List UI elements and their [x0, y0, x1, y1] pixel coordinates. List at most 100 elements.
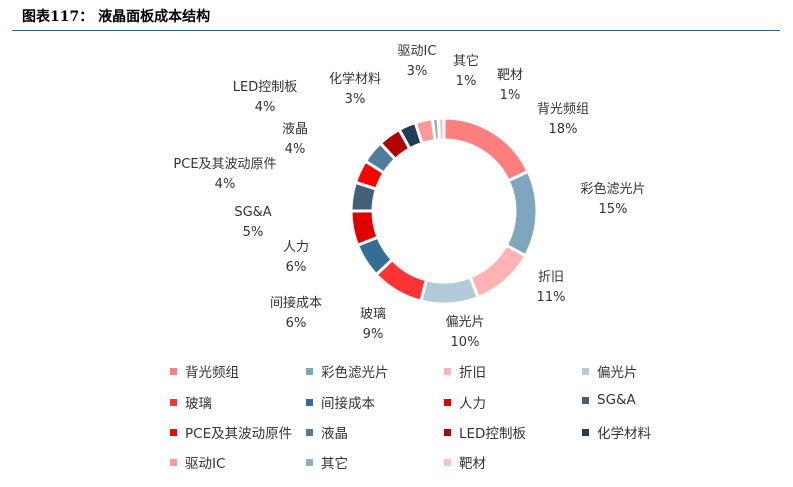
data-label: PCE及其波动原件 4% — [173, 155, 276, 195]
legend-swatch — [170, 458, 177, 466]
data-label-value: 6% — [285, 316, 307, 331]
data-label: 靶材 1% — [497, 66, 523, 106]
legend-label: PCE及其波动原件 — [185, 426, 293, 442]
data-label: SG&A 5% — [234, 203, 271, 243]
legend-swatch — [444, 398, 451, 406]
legend-item: 背光频组 — [170, 361, 239, 381]
legend-label: 液晶 — [321, 426, 348, 442]
legend-item: 化学材料 — [582, 422, 651, 442]
legend-item: 间接成本 — [306, 392, 375, 412]
data-label: LED控制板 4% — [233, 78, 297, 118]
legend-item: 靶材 — [444, 452, 486, 472]
data-label-name: 玻璃 — [359, 307, 387, 322]
legend-swatch — [444, 428, 451, 436]
data-label-value: 3% — [344, 92, 366, 107]
data-label-name: 人力 — [282, 240, 310, 255]
data-label-name: PCE及其波动原件 — [173, 157, 277, 172]
data-label: 背光频组 18% — [537, 100, 589, 140]
data-label: 驱动IC 3% — [398, 42, 437, 82]
data-label-value: 11% — [536, 290, 566, 305]
data-label-value: 6% — [285, 260, 307, 275]
data-label: 间接成本 6% — [270, 294, 322, 334]
legend-item: 液晶 — [306, 422, 348, 442]
legend-item: 玻璃 — [170, 392, 212, 412]
donut-slice-1 — [504, 169, 539, 258]
legend-label: 彩色滤光片 — [321, 365, 389, 381]
legend-swatch — [170, 367, 177, 375]
legend-label: SG&A — [597, 392, 636, 408]
data-label-value: 3% — [406, 64, 428, 79]
legend-label: 折旧 — [459, 365, 486, 381]
legend-item: 彩色滤光片 — [306, 361, 389, 381]
data-label-value: 1% — [455, 74, 477, 89]
legend-swatch — [444, 458, 451, 466]
legend-swatch — [170, 428, 177, 436]
data-label-value: 9% — [362, 327, 384, 342]
data-label-name: 折旧 — [537, 270, 564, 285]
data-label: 彩色滤光片 15% — [580, 180, 645, 220]
data-label-name: 驱动IC — [397, 44, 437, 59]
legend-swatch — [170, 398, 177, 406]
data-label-name: 其它 — [452, 54, 480, 69]
donut-slice-6 — [349, 209, 380, 248]
legend-label: 驱动IC — [185, 456, 226, 472]
data-label-value: 4% — [254, 100, 276, 115]
data-label: 玻璃 9% — [360, 305, 386, 345]
data-label-name: 背光频组 — [536, 102, 590, 117]
data-label-name: 偏光片 — [445, 315, 485, 330]
data-label-value: 5% — [242, 225, 264, 240]
legend-item: 驱动IC — [170, 452, 225, 472]
data-label-name: SG&A — [234, 205, 272, 220]
legend-swatch — [306, 367, 313, 375]
data-label-name: LED控制板 — [232, 80, 298, 95]
legend-item: 其它 — [306, 452, 348, 472]
legend-item: 偏光片 — [582, 361, 638, 381]
legend-swatch — [582, 396, 589, 404]
legend-swatch — [306, 398, 313, 406]
data-label-value: 18% — [548, 122, 578, 137]
legend-swatch — [582, 428, 589, 436]
legend-swatch — [306, 428, 313, 436]
data-label-value: 10% — [450, 335, 480, 350]
donut-slice-2 — [468, 243, 528, 300]
data-label: 液晶 4% — [282, 120, 308, 160]
legend-item: 折旧 — [444, 361, 486, 381]
data-label-name: 间接成本 — [269, 296, 323, 311]
legend-label: 偏光片 — [597, 365, 638, 381]
figure-title: 图表117： 液晶面板成本结构 — [22, 9, 211, 25]
legend-label: 玻璃 — [185, 396, 212, 412]
data-label-name: 液晶 — [281, 122, 309, 137]
legend-swatch — [582, 367, 589, 375]
legend-label: 背光频组 — [185, 365, 239, 381]
legend-item: SG&A — [582, 392, 636, 408]
legend-label: 化学材料 — [597, 426, 651, 442]
data-label-value: 1% — [499, 88, 521, 103]
legend-swatch — [444, 367, 451, 375]
data-label: 其它 1% — [453, 52, 479, 92]
legend-label: 靶材 — [459, 456, 486, 472]
data-label-name: 彩色滤光片 — [580, 182, 646, 197]
data-label-value: 4% — [284, 142, 306, 157]
legend-label: 间接成本 — [321, 396, 375, 412]
legend-item: LED控制板 — [444, 422, 526, 442]
data-label-value: 15% — [598, 202, 628, 217]
legend-item: PCE及其波动原件 — [170, 422, 292, 442]
legend-item: 人力 — [444, 392, 486, 412]
data-label: 化学材料 3% — [329, 70, 381, 110]
legend-label: 人力 — [459, 396, 486, 412]
legend-label: 其它 — [321, 456, 348, 472]
donut-slice-0 — [442, 116, 531, 183]
data-label-name: 化学材料 — [328, 72, 382, 87]
data-label-value: 4% — [214, 177, 236, 192]
data-label: 折旧 11% — [537, 268, 566, 308]
donut-slice-14 — [436, 116, 446, 142]
data-label-name: 靶材 — [496, 68, 524, 83]
data-label: 人力 6% — [283, 238, 309, 278]
legend-swatch — [306, 458, 313, 466]
donut-slice-3 — [419, 275, 481, 306]
data-label: 偏光片 10% — [445, 313, 484, 353]
title-divider — [12, 30, 780, 31]
legend-label: LED控制板 — [459, 426, 526, 442]
